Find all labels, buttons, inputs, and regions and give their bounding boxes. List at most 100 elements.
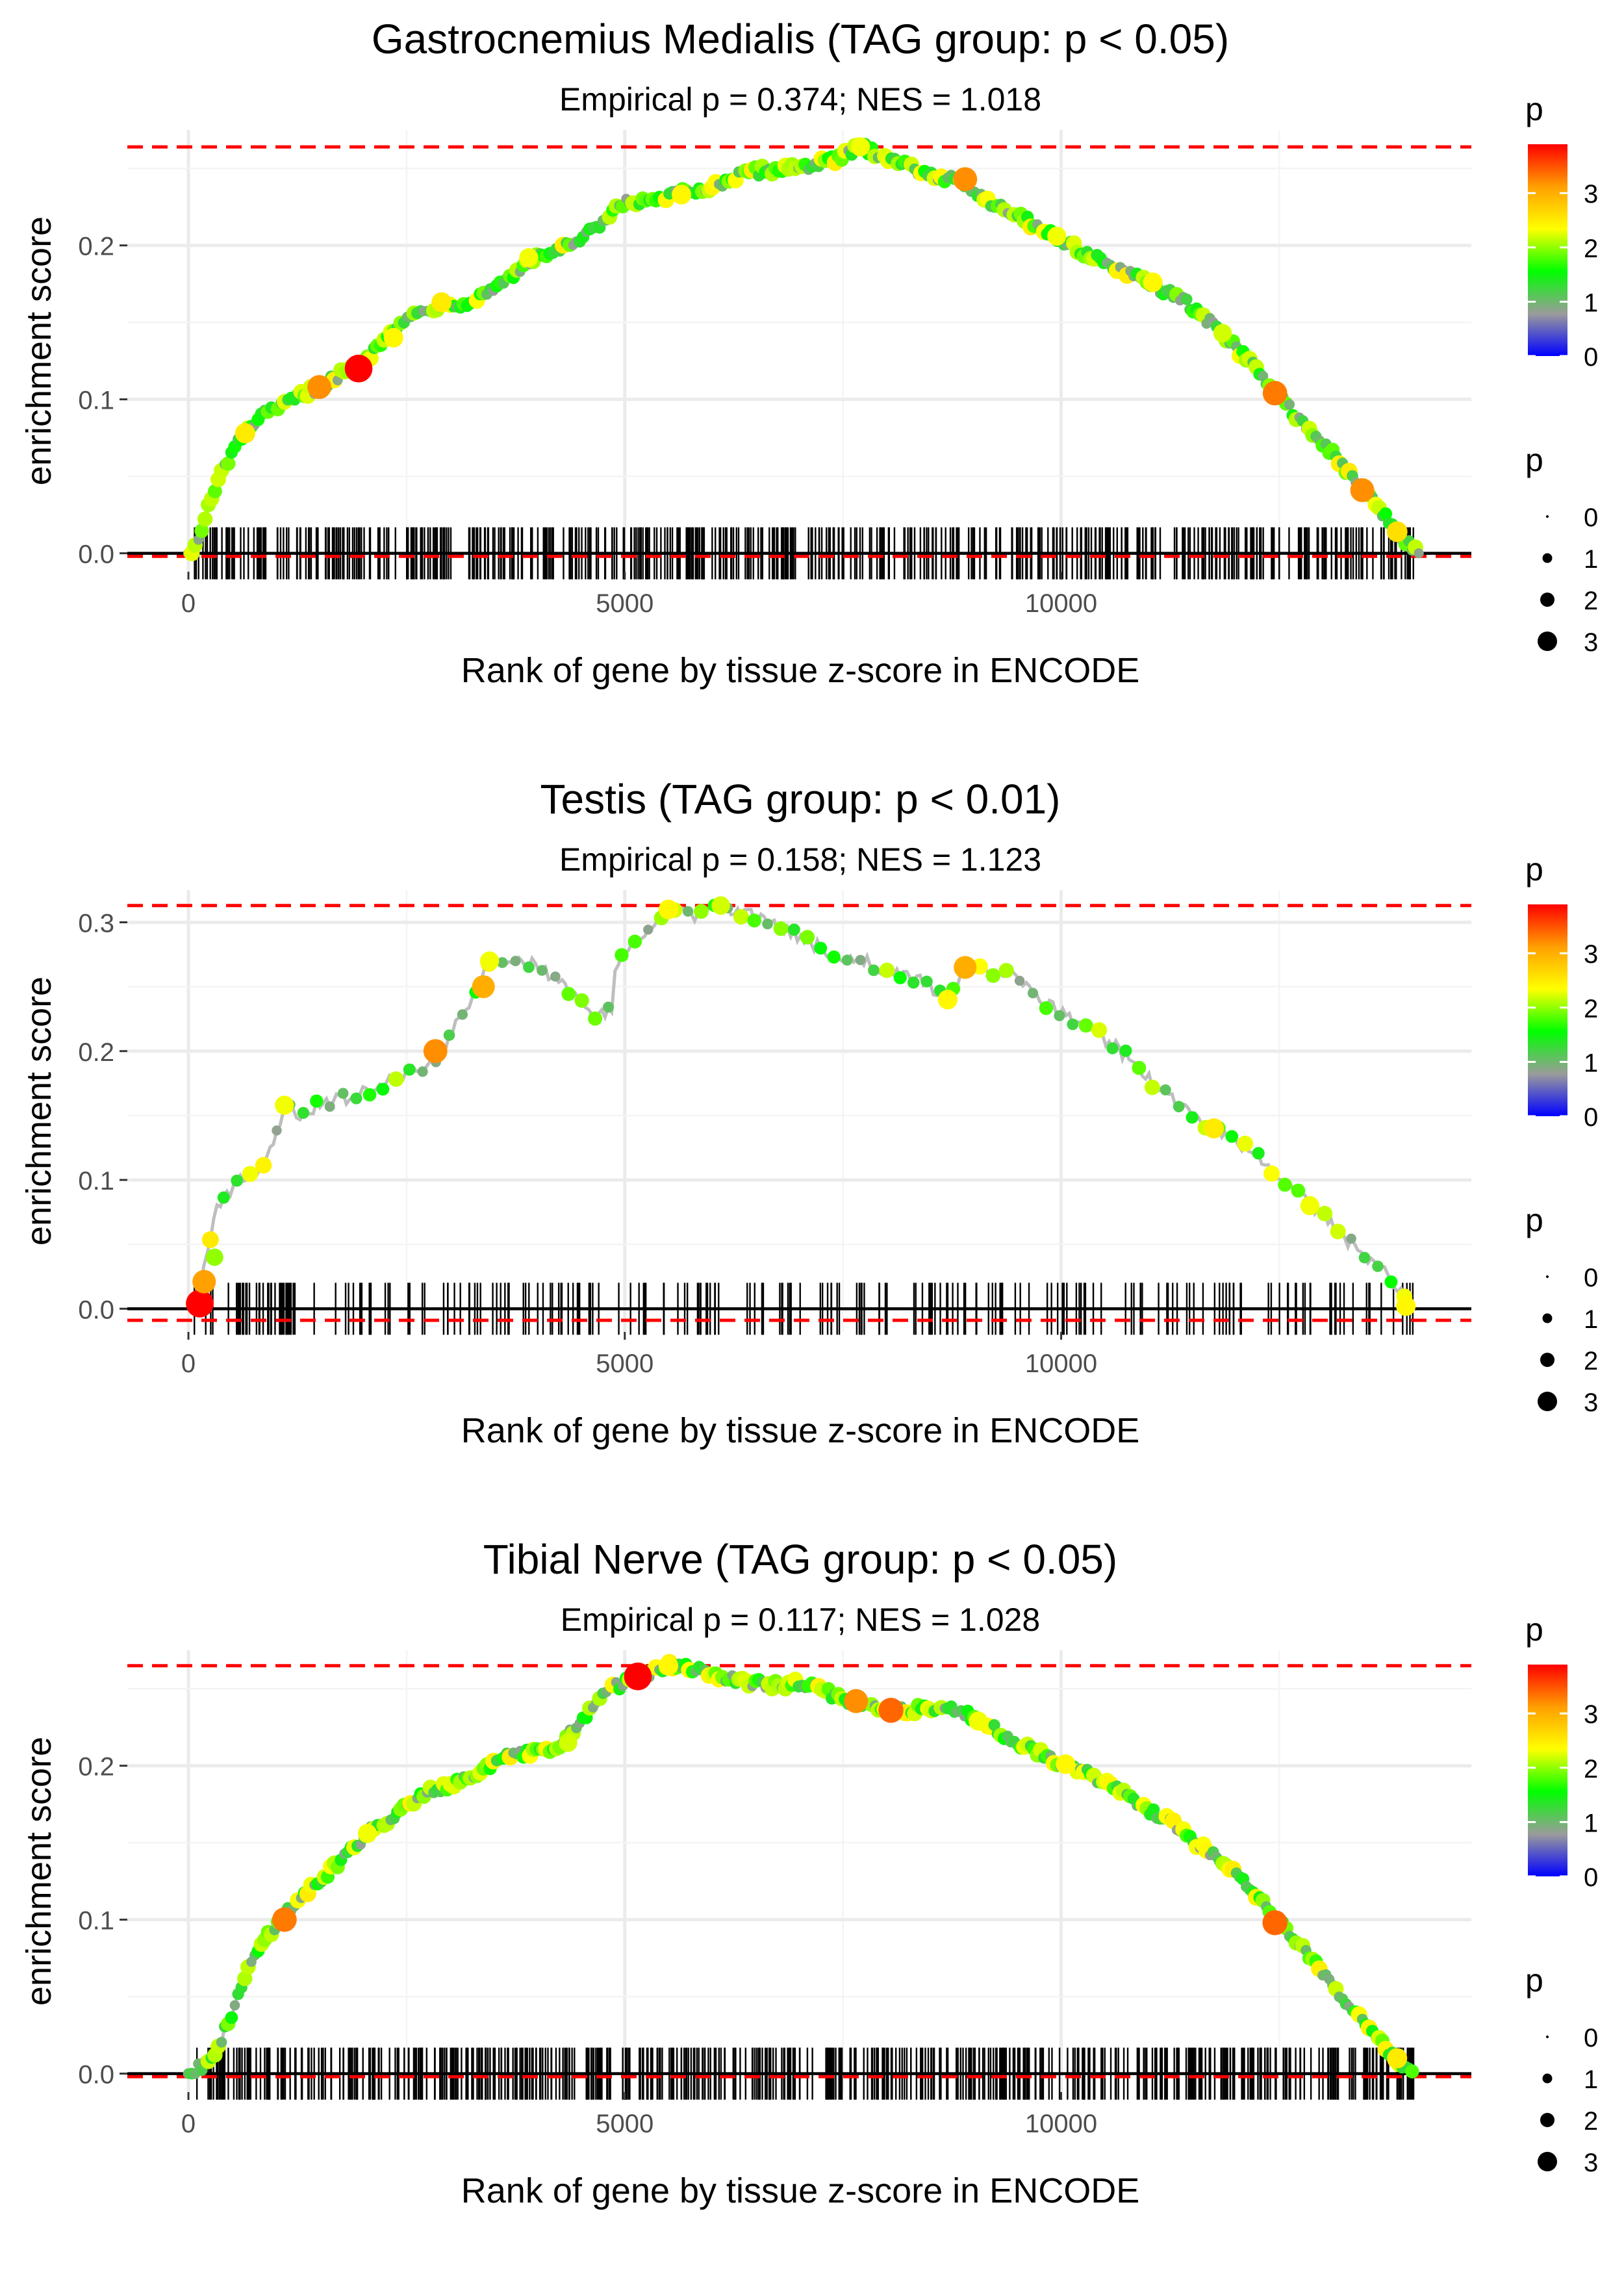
x-axis-label: Rank of gene by tissue z-score in ENCODE <box>461 1411 1139 1450</box>
size-legend-dot <box>1540 1353 1554 1367</box>
data-point <box>1119 1044 1132 1057</box>
data-point <box>988 1719 1000 1731</box>
data-point <box>1372 1260 1384 1272</box>
data-point <box>603 1001 614 1013</box>
x-tick-label: 0 <box>181 2110 196 2138</box>
data-point <box>201 1231 219 1248</box>
data-point-highlight <box>937 990 958 1010</box>
data-point-highlight <box>1386 521 1408 543</box>
data-point <box>827 950 841 964</box>
size-legend-label: 3 <box>1584 2149 1598 2177</box>
data-point <box>920 975 933 988</box>
data-point-highlight <box>1262 381 1288 406</box>
size-legend-label: 1 <box>1584 545 1598 574</box>
data-point <box>868 964 880 977</box>
x-tick-label: 5000 <box>596 2110 653 2138</box>
y-tick-label: 0.1 <box>78 1167 114 1195</box>
size-legend-title: p <box>1525 1202 1543 1238</box>
data-point <box>1160 1084 1171 1095</box>
x-tick-label: 10000 <box>1025 1349 1097 1378</box>
size-legend-dot <box>1540 2113 1554 2127</box>
data-point-highlight <box>672 185 692 205</box>
data-point <box>788 923 800 936</box>
color-bar-label: 2 <box>1584 235 1598 263</box>
data-point <box>1384 1275 1398 1288</box>
size-legend-dot <box>1546 515 1549 518</box>
data-point <box>747 913 761 928</box>
data-point <box>879 962 895 978</box>
data-point <box>1014 975 1025 986</box>
x-axis-label: Rank of gene by tissue z-score in ENCODE <box>461 651 1139 690</box>
data-point-highlight <box>878 1698 904 1723</box>
size-legend-dot <box>1546 2036 1549 2038</box>
data-point <box>457 1009 468 1020</box>
color-bar-label: 3 <box>1584 180 1598 209</box>
data-point <box>855 954 866 965</box>
data-point <box>297 1106 310 1119</box>
size-legend-label: 3 <box>1584 1388 1598 1417</box>
data-point <box>643 925 653 935</box>
y-tick-label: 0.2 <box>78 233 114 261</box>
data-point-highlight <box>1350 478 1375 502</box>
y-axis-label: enrichment score <box>19 1737 58 2006</box>
size-legend-title: p <box>1525 1962 1543 1999</box>
data-point-highlight <box>953 167 978 192</box>
chart-title: Tibial Nerve (TAG group: p < 0.05) <box>483 1536 1117 1583</box>
chart-subtitle: Empirical p = 0.158; NES = 1.123 <box>559 841 1041 878</box>
data-point-highlight <box>624 1662 652 1691</box>
size-legend-label: 2 <box>1584 1347 1598 1375</box>
data-point <box>1054 1010 1065 1021</box>
size-legend-dot <box>1542 1313 1553 1323</box>
color-bar-label: 1 <box>1584 288 1598 317</box>
chart-subtitle: Empirical p = 0.117; NES = 1.028 <box>561 1602 1040 1638</box>
data-point <box>1180 293 1193 305</box>
size-legend-label: 2 <box>1584 2107 1598 2136</box>
y-tick-label: 0.0 <box>78 2061 114 2089</box>
data-point-highlight <box>357 1824 377 1843</box>
data-point <box>255 1156 272 1174</box>
data-point-highlight <box>1047 226 1067 246</box>
data-point <box>1284 399 1295 410</box>
data-point <box>510 956 521 967</box>
y-axis-label: enrichment score <box>19 216 58 485</box>
x-tick-label: 10000 <box>1025 589 1097 618</box>
data-point <box>1039 1001 1054 1016</box>
color-bar <box>1528 1665 1567 1876</box>
data-point-highlight <box>186 1290 214 1318</box>
data-point <box>574 993 589 1008</box>
color-bar-label: 0 <box>1584 1863 1598 1892</box>
data-point <box>1358 1251 1371 1264</box>
data-point <box>762 918 773 930</box>
data-point <box>523 961 535 973</box>
x-tick-label: 10000 <box>1025 2110 1097 2138</box>
data-point-highlight <box>205 1248 223 1266</box>
data-point-highlight <box>850 137 870 157</box>
color-legend: p 0 1 2 3 <box>1525 91 1598 372</box>
color-bar-label: 2 <box>1584 995 1598 1023</box>
data-point <box>217 1191 230 1204</box>
data-point <box>628 934 642 949</box>
data-point <box>216 2037 227 2048</box>
data-point <box>194 523 209 539</box>
data-point-highlight <box>954 956 977 979</box>
data-point <box>1278 1177 1292 1192</box>
data-point-highlight <box>969 1711 988 1731</box>
data-point <box>231 1174 244 1187</box>
data-point <box>694 904 709 919</box>
size-legend-dot <box>1546 1275 1549 1278</box>
size-legend-dot <box>1542 553 1553 563</box>
size-legend-dot <box>1538 632 1557 651</box>
color-bar-label: 1 <box>1584 1809 1598 1837</box>
data-point <box>417 1066 428 1077</box>
data-point <box>682 906 694 917</box>
size-legend-label: 0 <box>1584 2024 1598 2052</box>
data-point-highlight <box>383 327 403 348</box>
color-bar-label: 3 <box>1584 940 1598 969</box>
data-point <box>1091 1022 1108 1038</box>
color-bar-label: 2 <box>1584 1755 1598 1783</box>
data-point <box>197 511 213 527</box>
color-legend: p 0 1 2 3 <box>1525 851 1598 1132</box>
data-point <box>1173 1101 1185 1112</box>
data-point <box>225 2011 238 2025</box>
